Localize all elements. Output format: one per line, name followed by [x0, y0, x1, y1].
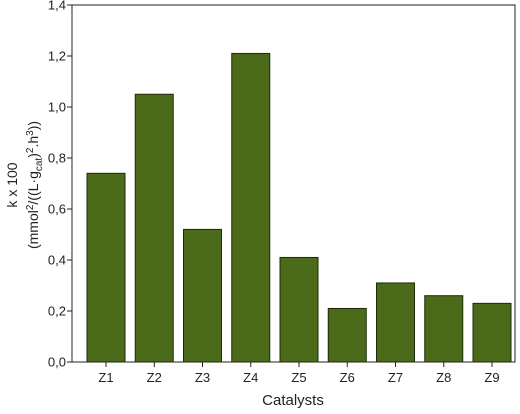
y-axis-label-part: .h: [25, 136, 41, 148]
y-axis-label: (mmol2/((L·gcat)2.h3)): [25, 121, 45, 249]
y-tick-label: 1,0: [48, 100, 66, 115]
y-axis-label-part: (mmol: [25, 210, 41, 249]
y-tick-label: 0,2: [48, 304, 66, 319]
y-tick-label: 0,4: [48, 253, 66, 268]
y-axis-label-part: ): [25, 153, 41, 158]
bar: [279, 256, 319, 363]
x-tick-label: Z1: [98, 370, 113, 385]
x-tick-label: Z6: [340, 370, 355, 385]
bar: [424, 295, 464, 363]
x-tick-label: Z8: [436, 370, 451, 385]
y-axis-label-part: 3: [25, 130, 36, 136]
x-tick-label: Z7: [388, 370, 403, 385]
y-tick-label: 0,6: [48, 202, 66, 217]
bar: [134, 93, 174, 363]
x-tick-label: Z3: [195, 370, 210, 385]
bar: [327, 307, 367, 363]
y-tick-label: 0,0: [48, 355, 66, 370]
bar: [86, 172, 126, 363]
x-axis-label: Catalysts: [262, 392, 324, 409]
x-tick-label: Z5: [291, 370, 306, 385]
y-axis-label-part: 2: [25, 147, 36, 153]
y-tick-label: 1,2: [48, 49, 66, 64]
x-tick-label: Z4: [243, 370, 258, 385]
y-tick-label: 1,4: [48, 0, 66, 13]
bar: [231, 52, 271, 363]
y-axis-label-part: /((L·g: [25, 171, 41, 204]
y-axis-label: k x 100: [4, 162, 20, 207]
y-tick-label: 0,8: [48, 151, 66, 166]
x-tick-label: Z2: [147, 370, 162, 385]
bar: [472, 302, 512, 363]
bar: [376, 282, 415, 363]
y-axis-label-part: 2: [25, 204, 36, 210]
y-axis-label-part: )): [25, 121, 41, 130]
y-axis-label-part: cat: [34, 158, 45, 172]
x-tick-label: Z9: [484, 370, 499, 385]
bar: [183, 228, 222, 363]
